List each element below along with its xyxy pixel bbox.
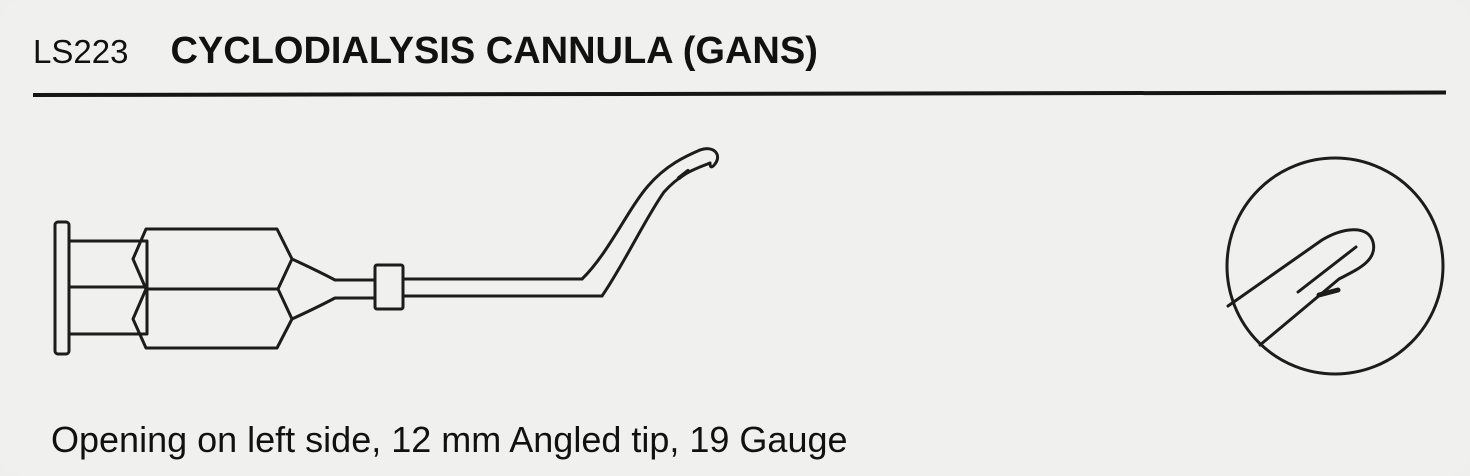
product-name: CYCLODIALYSIS CANNULA (GANS) bbox=[170, 30, 818, 72]
hub-taper-top bbox=[290, 257, 377, 282]
cannula-tip-detail-icon bbox=[1225, 156, 1445, 376]
tip-detail-inner-line bbox=[1296, 245, 1358, 294]
angled-tip-top bbox=[580, 148, 702, 281]
cannula-instrument-icon bbox=[53, 147, 720, 356]
product-description: Opening on left side, 12 mm Angled tip, … bbox=[51, 419, 848, 460]
tip-detail-outline bbox=[1226, 228, 1376, 347]
hub-connector bbox=[67, 239, 149, 336]
tip-opening-mark bbox=[677, 169, 690, 180]
hex-hub-upper-face bbox=[131, 227, 294, 291]
hub-taper-bottom bbox=[290, 296, 377, 321]
hex-hub-lower-face bbox=[131, 287, 294, 350]
detail-circle bbox=[1225, 156, 1445, 376]
needle-ferrule bbox=[373, 263, 405, 311]
cannula-drawing bbox=[53, 147, 1445, 376]
product-heading: LS223 CYCLODIALYSIS CANNULA (GANS) bbox=[33, 30, 818, 73]
angled-tip-bottom bbox=[600, 161, 712, 298]
hub-flange bbox=[53, 220, 71, 356]
product-illustration bbox=[0, 108, 1470, 388]
tip-detail-opening bbox=[1316, 287, 1341, 298]
catalog-number: LS223 bbox=[33, 33, 129, 70]
angled-tip-end bbox=[698, 147, 720, 169]
